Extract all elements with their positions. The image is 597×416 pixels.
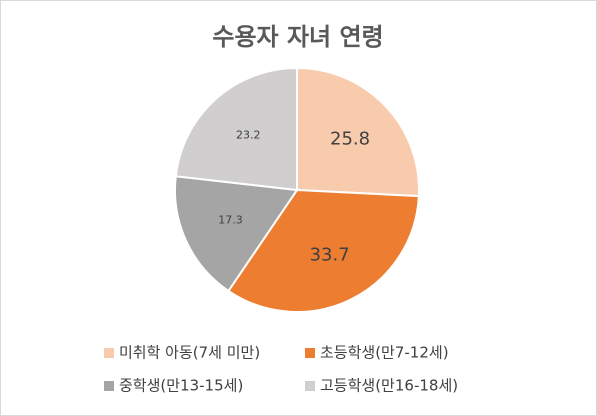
data-label: 25.8 — [330, 129, 370, 150]
chart-title: 수용자 자녀 연령 — [212, 23, 383, 51]
legend-swatch — [104, 348, 114, 358]
legend-label: 중학생(만13-15세) — [119, 377, 243, 395]
pie-slice — [227, 188, 420, 313]
legend-label: 초등학생(만7-12세) — [320, 344, 449, 362]
legend-swatch — [305, 381, 315, 391]
pie-slice — [174, 66, 298, 192]
legend-label: 고등학생(만16-18세) — [320, 377, 458, 395]
legend-swatch — [104, 381, 114, 391]
data-label: 17.3 — [218, 214, 243, 227]
data-label: 33.7 — [310, 245, 350, 266]
legend-label: 미취학 아동(7세 미만) — [119, 344, 260, 362]
pie-slice — [296, 66, 420, 198]
legend-swatch — [305, 348, 315, 358]
data-label: 23.2 — [236, 128, 261, 141]
pie-slice — [174, 175, 299, 293]
